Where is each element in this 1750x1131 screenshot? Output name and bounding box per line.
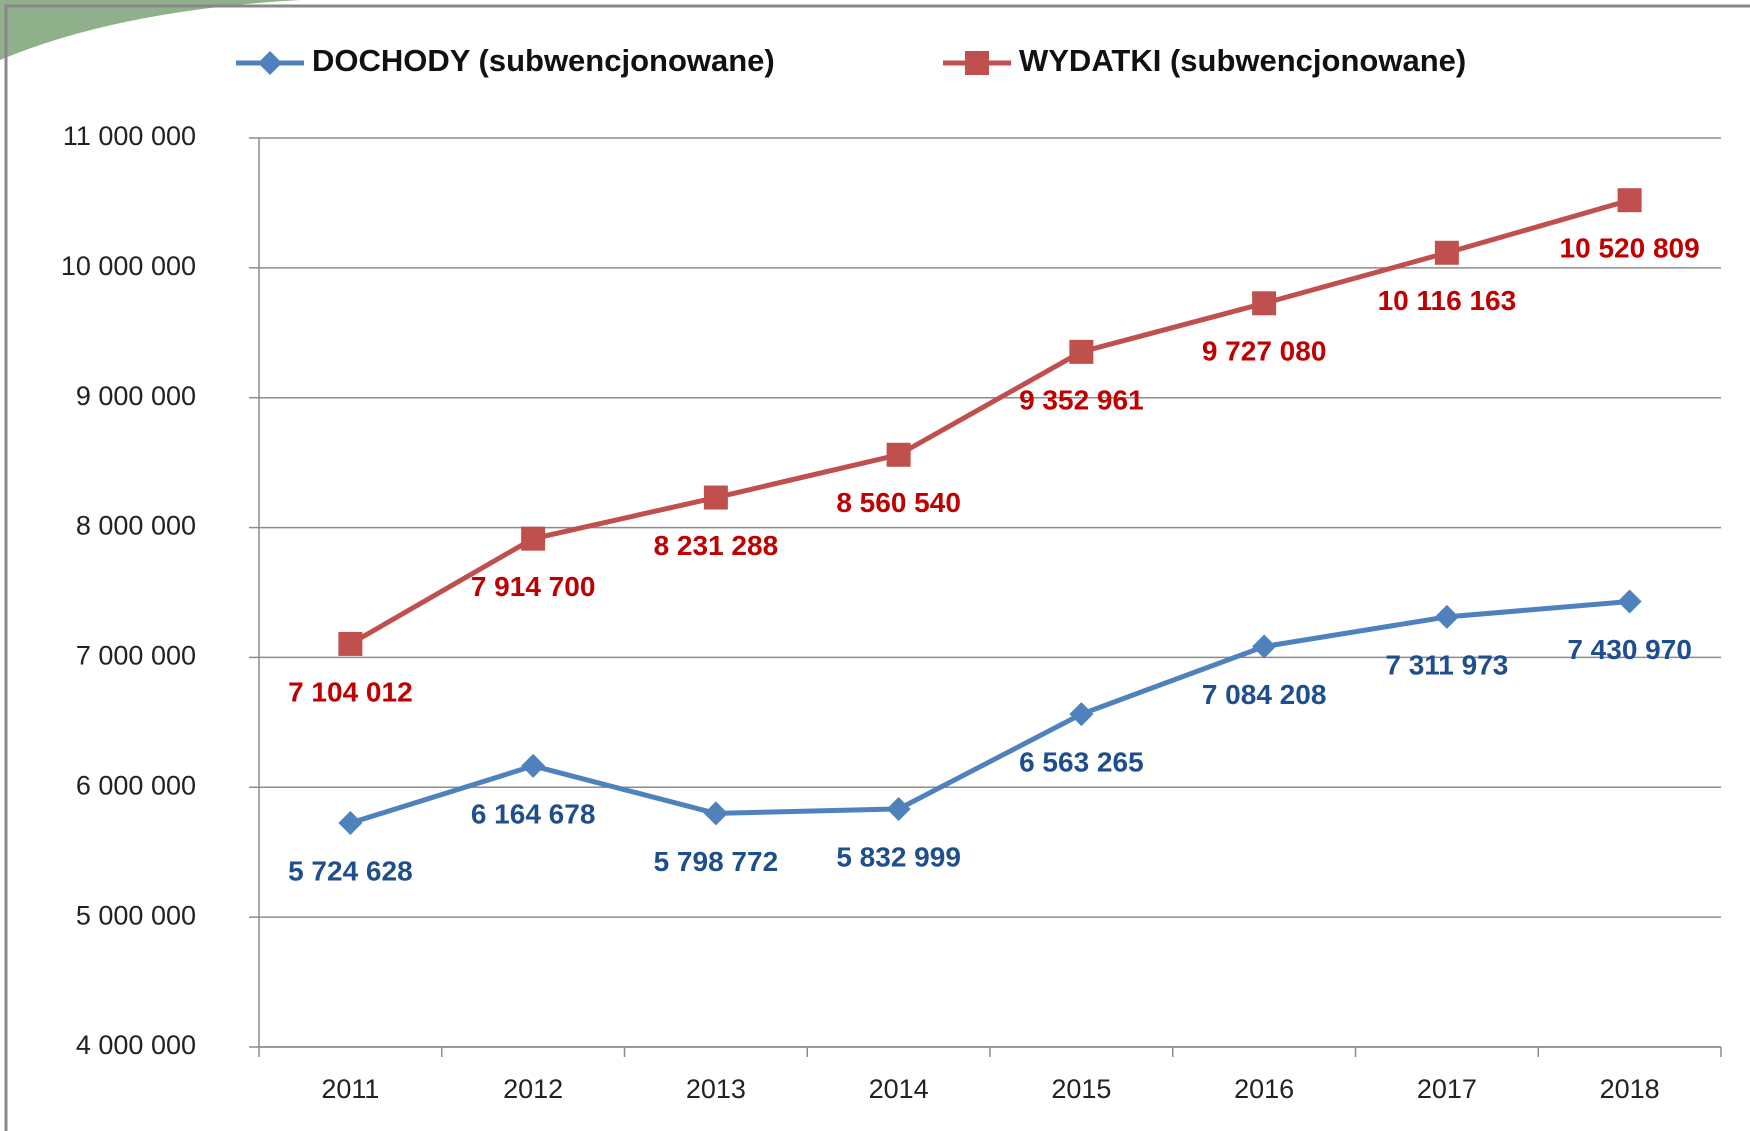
x-tick-label: 2017: [1417, 1074, 1477, 1104]
legend-marker: [965, 51, 989, 75]
marker: [1617, 188, 1642, 213]
data-label: 7 084 208: [1202, 679, 1327, 710]
marker: [1434, 604, 1459, 629]
marker: [338, 631, 363, 656]
marker: [338, 811, 363, 836]
marker: [886, 442, 911, 467]
x-tick-label: 2014: [869, 1074, 929, 1104]
data-label: 8 231 288: [654, 530, 779, 561]
marker: [703, 485, 728, 510]
y-tick-label: 4 000 000: [76, 1030, 196, 1060]
data-label: 5 798 772: [654, 846, 779, 877]
y-tick-label: 10 000 000: [61, 251, 196, 281]
y-tick-label: 9 000 000: [76, 381, 196, 411]
marker: [703, 801, 728, 826]
marker: [1617, 589, 1642, 614]
data-label: 10 116 163: [1378, 285, 1517, 316]
x-tick-label: 2015: [1051, 1074, 1111, 1104]
data-label: 7 430 970: [1567, 634, 1692, 665]
series-line: [349, 197, 1631, 647]
x-tick-label: 2011: [321, 1074, 379, 1104]
data-label: 7 104 012: [288, 676, 413, 707]
data-label: 9 727 080: [1202, 336, 1327, 367]
x-tick-label: 2016: [1234, 1074, 1294, 1104]
data-label: 5 724 628: [288, 855, 413, 886]
y-tick-label: 6 000 000: [76, 770, 196, 800]
x-tick-label: 2012: [503, 1074, 563, 1104]
x-tick-label: 2018: [1600, 1074, 1660, 1104]
data-label: 9 352 961: [1019, 384, 1144, 415]
legend-marker: [258, 51, 282, 75]
y-tick-label: 5 000 000: [76, 900, 196, 930]
data-label: 7 914 700: [471, 571, 596, 602]
data-label: 8 560 540: [836, 487, 961, 518]
data-label: 6 563 265: [1019, 747, 1144, 778]
marker: [521, 526, 546, 551]
data-label: 7 311 973: [1385, 649, 1508, 680]
marker: [521, 753, 546, 778]
corner-decoration: [0, 0, 300, 60]
legend-label: DOCHODY (subwencjonowane): [312, 43, 775, 78]
series-line: [349, 598, 1630, 826]
y-tick-label: 8 000 000: [76, 511, 196, 541]
data-label: 6 164 678: [471, 798, 596, 829]
legend-label: WYDATKI (subwencjonowane): [1019, 43, 1466, 78]
marker: [1069, 339, 1094, 364]
y-tick-label: 7 000 000: [76, 641, 196, 671]
data-label: 5 832 999: [836, 841, 961, 872]
data-label: 10 520 809: [1560, 233, 1700, 264]
marker: [1069, 702, 1094, 727]
y-tick-label: 11 000 000: [63, 121, 196, 151]
frame: [4, 4, 1750, 1131]
marker: [886, 796, 911, 821]
marker: [1252, 634, 1277, 659]
x-tick-label: 2013: [686, 1074, 746, 1104]
marker: [1252, 291, 1277, 316]
marker: [1434, 240, 1459, 265]
